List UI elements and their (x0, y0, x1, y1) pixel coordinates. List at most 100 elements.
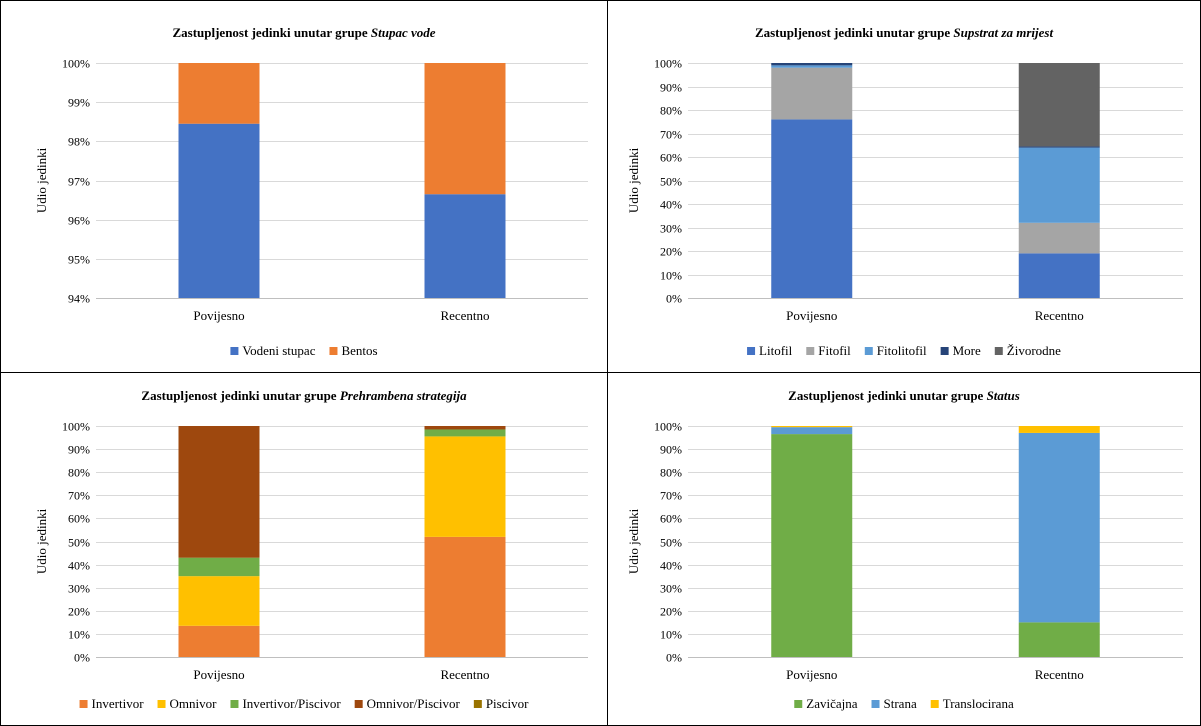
chart-3-legend-swatch-invertivor-piscivor (230, 700, 239, 708)
chart-2-y-tick-label: 0% (666, 292, 682, 306)
chart-4-bar-zavicajna-povijesno (771, 434, 853, 657)
chart-4-y-tick-label: 50% (660, 536, 682, 550)
chart-3-bar-invertivor-piscivor-povijesno (178, 557, 260, 577)
chart-1-x-tick-label: Povijesno (193, 308, 244, 323)
chart-2-bar-fitofil-povijesno (771, 67, 853, 120)
chart-2-y-tick-label: 70% (660, 128, 682, 142)
chart-2-title-prefix: Zastupljenost jedinki unutar grupe (755, 25, 953, 40)
chart-svg: Zastupljenost jedinki unutar grupe Supst… (626, 25, 1183, 358)
chart-2-legend-swatch-zivorodne (994, 347, 1003, 355)
chart-4-title-prefix: Zastupljenost jedinki unutar grupe (788, 388, 986, 403)
chart-2-y-tick-label: 30% (660, 222, 682, 236)
chart-3-x-tick-label: Povijesno (193, 667, 244, 682)
chart-1-legend-swatch-bentos (329, 347, 338, 355)
chart-4-legend-label-strana: Strana (884, 696, 917, 711)
chart-3-legend: Invertivor Omnivor Invertivor/Piscivor Omni… (79, 696, 529, 711)
chart-2-bar-litofil-recentno (1018, 253, 1100, 298)
frame-border-top (0, 0, 1201, 1)
chart-4-y-tick-label: 100% (654, 420, 682, 434)
chart-4-y-tick-label: 90% (660, 443, 682, 457)
chart-3-y-tick-label: 20% (68, 605, 90, 619)
chart-4-y-tick-label: 10% (660, 628, 682, 642)
chart-svg: Zastupljenost jedinki unutar grupe Statu… (626, 388, 1183, 711)
chart-4-y-tick-label: 60% (660, 512, 682, 526)
chart-2-legend-swatch-fitofil (806, 347, 815, 355)
chart-3-legend-swatch-invertivor (79, 700, 88, 708)
chart-3-y-tick-label: 100% (62, 420, 90, 434)
chart-1-bar-vodeni-stupac-recentno (424, 194, 506, 298)
chart-3-bar-invertivor-piscivor-recentno (424, 429, 506, 437)
chart-2-y-tick-label: 20% (660, 245, 682, 259)
chart-2-y-tick-label: 50% (660, 175, 682, 189)
chart-1-legend: Vodeni stupac Bentos (230, 343, 378, 358)
chart-1-legend-label-bentos: Bentos (341, 343, 377, 358)
chart-4-bar-strana-povijesno (771, 427, 853, 435)
chart-2-legend-swatch-litofil (747, 347, 756, 355)
chart-1-y-tick-label: 96% (68, 214, 90, 228)
chart-3-legend-swatch-omnivor (157, 700, 166, 708)
chart-2-y-tick-label: 60% (660, 151, 682, 165)
chart-4-legend-swatch-translocirana (930, 700, 939, 708)
chart-svg: Zastupljenost jedinki unutar grupe Prehr… (34, 388, 588, 711)
chart-2-legend-swatch-fitolitofil (864, 347, 873, 355)
chart-panel-supstrat-za-mrijest: Zastupljenost jedinki unutar grupe Supst… (608, 1, 1200, 372)
chart-1-bar-vodeni-stupac-povijesno (178, 123, 260, 298)
chart-3-y-axis-label: Udio jedinki (34, 508, 49, 574)
chart-4-y-tick-label: 0% (666, 651, 682, 665)
chart-4-x-tick-label: Povijesno (786, 667, 837, 682)
chart-4-bar-strana-recentno (1018, 432, 1100, 623)
chart-4-y-tick-label: 70% (660, 489, 682, 503)
chart-2-bar-fitofil-recentno (1018, 222, 1100, 254)
chart-4-bar-translocirana-povijesno (771, 426, 853, 428)
chart-3-bar-omnivor-piscivor-recentno (424, 426, 506, 430)
chart-4-title: Zastupljenost jedinki unutar grupe Statu… (788, 388, 1020, 403)
chart-3-legend-swatch-piscivor (473, 700, 482, 708)
chart-3-bar-omnivor-povijesno (178, 576, 260, 626)
chart-svg: Zastupljenost jedinki unutar grupe Stupa… (34, 25, 588, 358)
chart-3-title: Zastupljenost jedinki unutar grupe Prehr… (141, 388, 467, 403)
chart-3-legend-label-omnivor-piscivor: Omnivor/Piscivor (367, 696, 461, 711)
chart-3-title-prefix: Zastupljenost jedinki unutar grupe (141, 388, 339, 403)
chart-1-title-prefix: Zastupljenost jedinki unutar grupe (172, 25, 370, 40)
chart-1-legend-label-vodeni-stupac: Vodeni stupac (242, 343, 315, 358)
chart-3-y-tick-label: 80% (68, 466, 90, 480)
chart-4-y-tick-label: 30% (660, 582, 682, 596)
chart-1-y-tick-label: 98% (68, 135, 90, 149)
chart-4-y-axis-label: Udio jedinki (626, 508, 641, 574)
chart-3-bar-omnivor-recentno (424, 436, 506, 537)
chart-4-y-tick-label: 40% (660, 559, 682, 573)
chart-4-legend-label-translocirana: Translocirana (943, 696, 1014, 711)
chart-3-bar-invertivor-povijesno (178, 625, 260, 657)
chart-3-legend-swatch-omnivor-piscivor (354, 700, 363, 708)
chart-1-y-tick-label: 97% (68, 175, 90, 189)
chart-2-bar-more-recentno (1018, 146, 1100, 148)
chart-1-y-tick-label: 94% (68, 292, 90, 306)
chart-2-bar-litofil-povijesno (771, 119, 853, 299)
chart-3-y-tick-label: 60% (68, 512, 90, 526)
chart-2-y-axis-label: Udio jedinki (626, 147, 641, 213)
chart-4-bar-zavicajna-recentno (1018, 622, 1100, 657)
chart-2-y-tick-label: 100% (654, 57, 682, 71)
chart-4-legend-label-zavicajna: Zavičajna (806, 696, 857, 711)
chart-2-title-group: Supstrat za mrijest (953, 25, 1053, 40)
chart-2-y-tick-label: 90% (660, 81, 682, 95)
chart-panel-status: Zastupljenost jedinki unutar grupe Statu… (608, 373, 1200, 725)
chart-1-y-tick-label: 99% (68, 96, 90, 110)
chart-3-legend-label-piscivor: Piscivor (486, 696, 529, 711)
chart-2-bar-fitolitofil-recentno (1018, 147, 1100, 223)
chart-4-y-tick-label: 80% (660, 466, 682, 480)
chart-2-y-tick-label: 80% (660, 104, 682, 118)
chart-2-legend-label-zivorodne: Živorodne (1007, 343, 1061, 358)
chart-1-legend-swatch-vodeni-stupac (230, 347, 239, 355)
chart-panel-prehrambena-strategija: Zastupljenost jedinki unutar grupe Prehr… (1, 373, 607, 725)
chart-1-x-tick-label: Recentno (440, 308, 489, 323)
chart-3-y-tick-label: 40% (68, 559, 90, 573)
chart-2-y-tick-label: 40% (660, 198, 682, 212)
chart-1-bar-bentos-recentno (424, 63, 506, 195)
chart-4-title-group: Status (987, 388, 1020, 403)
chart-2-legend-swatch-more (940, 347, 949, 355)
chart-1-y-axis-label: Udio jedinki (34, 147, 49, 213)
chart-2-title: Zastupljenost jedinki unutar grupe Supst… (755, 25, 1054, 40)
chart-2-legend-label-fitofil: Fitofil (818, 343, 851, 358)
